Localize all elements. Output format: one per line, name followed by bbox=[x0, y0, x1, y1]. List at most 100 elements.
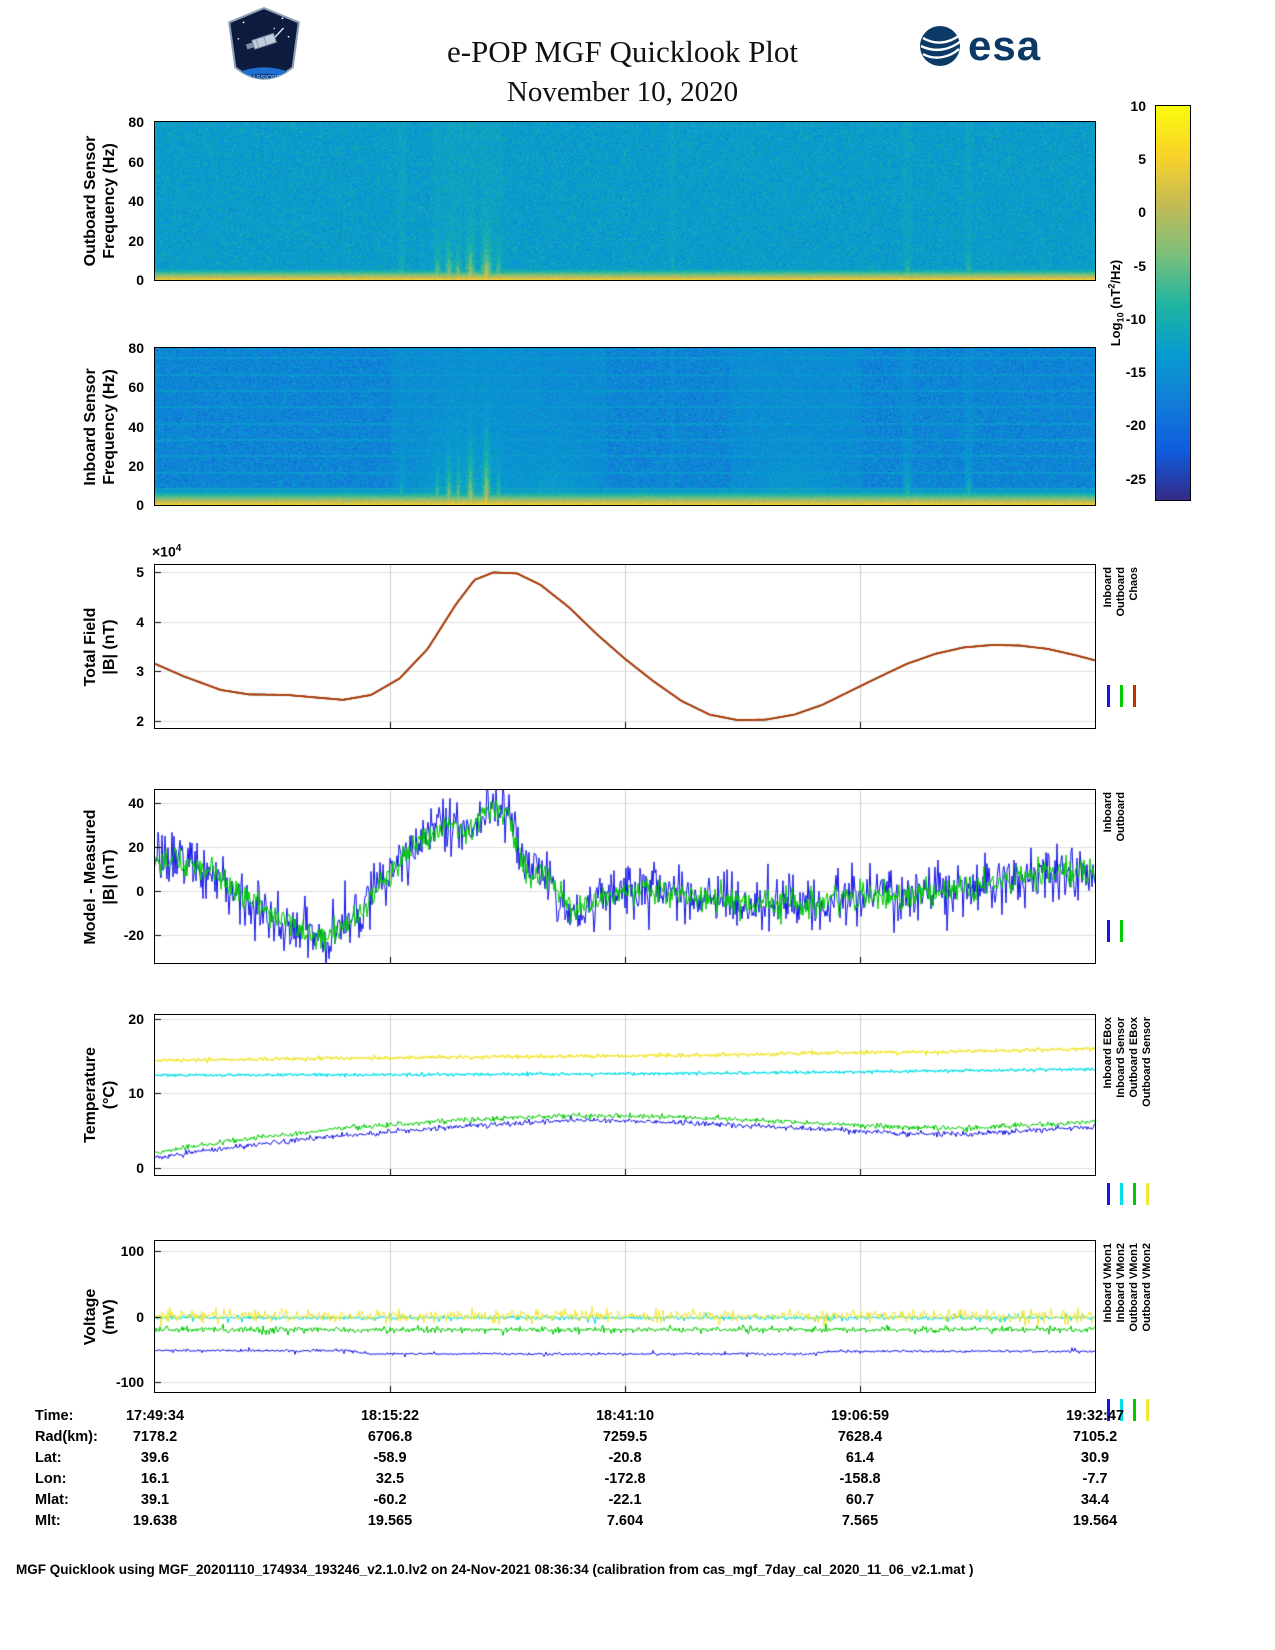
legend-item-outboard-vmon2: Outboard VMon2 bbox=[1141, 1243, 1153, 1421]
outboard-spectrogram-yticks: 0 20 40 60 80 bbox=[0, 114, 150, 288]
table-cell: 19:06:59 bbox=[830, 1408, 890, 1424]
table-row-time: Time: 17:49:34 18:15:22 18:41:10 19:06:5… bbox=[0, 1408, 1275, 1429]
legend-swatch-inboard-vmon2 bbox=[1119, 1399, 1123, 1421]
table-cell: -58.9 bbox=[373, 1450, 407, 1466]
y-tick-label: -100 bbox=[115, 1374, 144, 1391]
y-tick-label: 3 bbox=[136, 663, 144, 680]
esa-emblem-icon bbox=[920, 26, 962, 66]
table-cell: 19.638 bbox=[132, 1513, 178, 1529]
legend-item-inboard-ebox: Inboard EBox bbox=[1102, 1017, 1114, 1205]
legend-item-outboard: Outboard bbox=[1115, 567, 1127, 707]
colorbar-tick-label: 10 bbox=[1130, 98, 1146, 114]
table-cell: 7178.2 bbox=[132, 1429, 178, 1445]
legend-item-outboard-sensor: Outboard Sensor bbox=[1141, 1017, 1153, 1205]
table-row-mlat: Mlat: 39.1 -60.2 -22.1 60.7 34.4 bbox=[0, 1492, 1275, 1513]
legend-item-outboard-vmon1: Outboard VMon1 bbox=[1128, 1243, 1140, 1421]
table-row-mlt: Mlt: 19.638 19.565 7.604 7.565 19.564 bbox=[0, 1513, 1275, 1534]
legend-swatch-outboard-ebox bbox=[1132, 1183, 1136, 1205]
voltage-panel: Voltage (mV) -100 0 100 Inboard VMon1 Inbo… bbox=[0, 1240, 1275, 1421]
y-tick-label: 10 bbox=[128, 1085, 144, 1102]
colorbar-tick-label: -25 bbox=[1125, 470, 1146, 487]
y-scale-exponent: ×104 bbox=[152, 543, 182, 560]
table-cell: 7628.4 bbox=[837, 1429, 883, 1445]
y-tick-label: 40 bbox=[128, 193, 144, 209]
colorbar-tick-label: 0 bbox=[1138, 204, 1146, 221]
table-cell: 61.4 bbox=[845, 1450, 875, 1466]
y-tick-label: 80 bbox=[128, 114, 144, 130]
legend-swatch-chaos bbox=[1132, 685, 1136, 707]
legend-swatch-inboard bbox=[1106, 685, 1110, 707]
temperature-panel: Temperature (°C) 0 10 20 Inboard EBox Inbo… bbox=[0, 1011, 1275, 1205]
table-cell: -158.8 bbox=[839, 1471, 881, 1487]
table-cell: 60.7 bbox=[845, 1492, 875, 1508]
table-cell: 17:49:34 bbox=[125, 1408, 185, 1424]
ephemeris-table: Time: 17:49:34 18:15:22 18:41:10 19:06:5… bbox=[0, 1408, 1275, 1534]
table-row-rad: Rad(km): 7178.2 6706.8 7259.5 7628.4 710… bbox=[0, 1429, 1275, 1450]
voltage-yticks: -100 0 100 bbox=[0, 1241, 150, 1392]
temperature-legend: Inboard EBox Inboard Sensor Outboard EBo… bbox=[1102, 1017, 1153, 1205]
legend-swatch-inboard-sensor bbox=[1119, 1183, 1123, 1205]
legend-item-inboard: Inboard bbox=[1102, 792, 1114, 942]
table-cell: 18:15:22 bbox=[360, 1408, 420, 1424]
total-field-yticks: 2 3 4 5 bbox=[0, 564, 150, 728]
y-tick-label: 20 bbox=[128, 838, 144, 855]
table-cell: 7.565 bbox=[841, 1513, 879, 1529]
legend-item-inboard-sensor: Inboard Sensor bbox=[1115, 1017, 1127, 1205]
row-label: Lon: bbox=[35, 1471, 67, 1487]
table-cell: -60.2 bbox=[373, 1492, 407, 1508]
mission-patch-text: CASSIOPE bbox=[247, 75, 282, 82]
table-row-lon: Lon: 16.1 32.5 -172.8 -158.8 -7.7 bbox=[0, 1471, 1275, 1492]
voltage-canvas bbox=[154, 1240, 1096, 1393]
table-cell: 34.4 bbox=[1080, 1492, 1110, 1508]
model-measured-legend: Inboard Outboard bbox=[1102, 792, 1127, 942]
outboard-spectrogram-panel: Outboard Sensor Frequency (Hz) 0 20 40 60 80 bbox=[0, 114, 1275, 288]
y-tick-label: 40 bbox=[128, 418, 144, 435]
table-cell: -172.8 bbox=[604, 1471, 646, 1487]
y-tick-label: 40 bbox=[128, 795, 144, 812]
inboard-spectrogram-canvas bbox=[154, 347, 1096, 506]
footer-text: MGF Quicklook using MGF_20201110_174934_… bbox=[16, 1562, 974, 1577]
row-label: Mlt: bbox=[35, 1513, 61, 1529]
legend-swatch-outboard-sensor bbox=[1145, 1183, 1149, 1205]
inboard-spectrogram-yticks: 0 20 40 60 80 bbox=[0, 340, 150, 513]
y-tick-label: 0 bbox=[136, 1308, 144, 1325]
model-measured-canvas bbox=[154, 789, 1096, 964]
y-tick-label: 0 bbox=[136, 882, 144, 899]
esa-logo: esa bbox=[918, 24, 1041, 68]
y-tick-label: 4 bbox=[136, 613, 144, 630]
legend-item-inboard: Inboard bbox=[1102, 567, 1114, 707]
table-cell: 7259.5 bbox=[602, 1429, 648, 1445]
legend-swatch-inboard-ebox bbox=[1106, 1183, 1110, 1205]
table-row-lat: Lat: 39.6 -58.9 -20.8 61.4 30.9 bbox=[0, 1450, 1275, 1471]
legend-swatch-outboard-vmon1 bbox=[1132, 1399, 1136, 1421]
table-cell: 19:32:47 bbox=[1065, 1408, 1125, 1424]
table-cell: 19.565 bbox=[367, 1513, 413, 1529]
colorbar-tick-label: -10 bbox=[1125, 310, 1146, 327]
y-tick-label: 60 bbox=[128, 379, 144, 396]
esa-wordmark: esa bbox=[968, 22, 1042, 69]
temperature-canvas bbox=[154, 1014, 1096, 1176]
table-cell: 39.6 bbox=[140, 1450, 170, 1466]
legend-swatch-inboard bbox=[1106, 920, 1110, 942]
cassiope-mission-logo: CASSIOPE bbox=[228, 6, 300, 82]
legend-item-outboard: Outboard bbox=[1115, 792, 1127, 942]
y-tick-label: 0 bbox=[136, 272, 144, 288]
y-tick-label: 20 bbox=[128, 457, 144, 474]
y-tick-label: 0 bbox=[136, 497, 144, 513]
colorbar bbox=[1155, 105, 1191, 501]
colorbar-tick-label: 5 bbox=[1138, 151, 1146, 168]
y-tick-label: 20 bbox=[128, 1010, 144, 1027]
table-cell: 18:41:10 bbox=[595, 1408, 655, 1424]
legend-item-chaos: Chaos bbox=[1128, 567, 1140, 707]
table-cell: 32.5 bbox=[375, 1471, 405, 1487]
table-cell: -22.1 bbox=[608, 1492, 642, 1508]
satellite-icon bbox=[245, 27, 285, 50]
legend-item-inboard-vmon2: Inboard VMon2 bbox=[1115, 1243, 1127, 1421]
legend-swatch-outboard bbox=[1119, 920, 1123, 942]
table-cell: 16.1 bbox=[140, 1471, 170, 1487]
inboard-spectrogram-panel: Inboard Sensor Frequency (Hz) 0 20 40 60 80 bbox=[0, 340, 1275, 513]
page-title: e-POP MGF Quicklook Plot bbox=[446, 34, 799, 69]
y-tick-label: -20 bbox=[123, 926, 144, 943]
model-measured-yticks: -20 0 20 40 bbox=[0, 790, 150, 963]
table-cell: 6706.8 bbox=[367, 1429, 413, 1445]
